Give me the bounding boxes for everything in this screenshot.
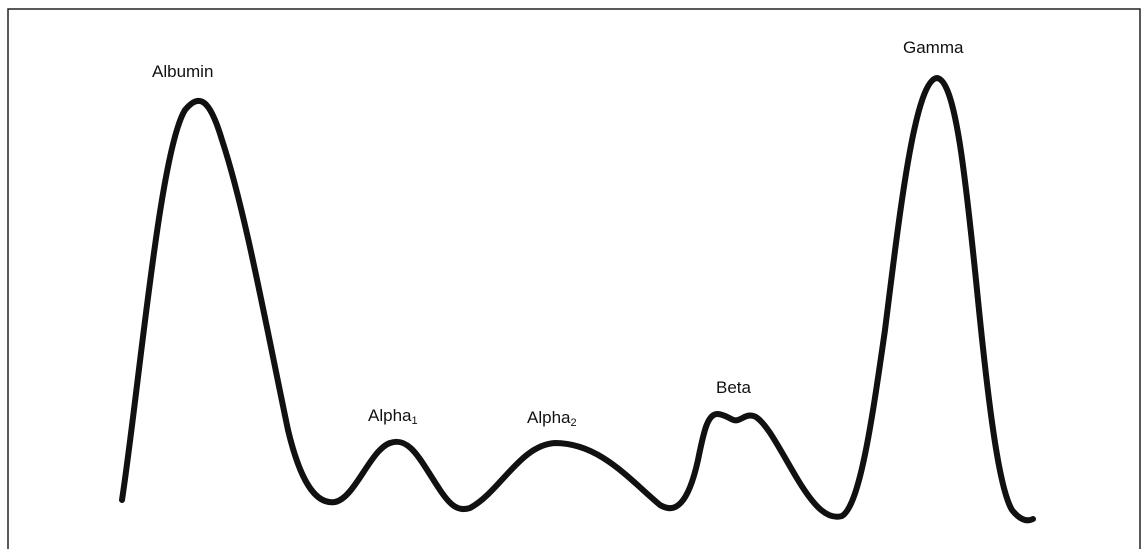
- figure-border: [7, 8, 1141, 549]
- label-albumin: Albumin: [152, 62, 213, 81]
- label-alpha1-sub: 1: [411, 415, 417, 427]
- label-alpha2-sub: 2: [570, 417, 576, 429]
- label-alpha2: Alpha2: [527, 408, 577, 429]
- label-gamma: Gamma: [903, 38, 964, 57]
- label-alpha2-base: Alpha: [527, 408, 571, 427]
- protein-trace-curve: [119, 75, 1036, 524]
- label-beta: Beta: [716, 378, 752, 397]
- label-alpha1-base: Alpha: [368, 406, 412, 425]
- label-alpha1: Alpha1: [368, 406, 418, 427]
